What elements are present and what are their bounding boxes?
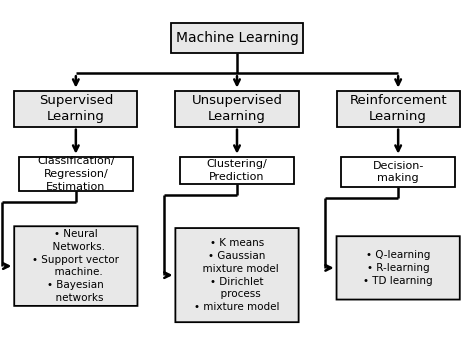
Text: Decision-
making: Decision- making bbox=[373, 161, 424, 183]
FancyBboxPatch shape bbox=[180, 156, 294, 184]
Text: Classification/
Regression/
Estimation: Classification/ Regression/ Estimation bbox=[37, 156, 115, 191]
Text: • Q-learning
• R-learning
• TD learning: • Q-learning • R-learning • TD learning bbox=[364, 250, 433, 286]
FancyBboxPatch shape bbox=[19, 156, 133, 191]
FancyBboxPatch shape bbox=[175, 90, 299, 127]
Text: Unsupervised
Learning: Unsupervised Learning bbox=[191, 94, 283, 123]
FancyBboxPatch shape bbox=[341, 156, 455, 188]
FancyBboxPatch shape bbox=[337, 90, 460, 127]
Text: Supervised
Learning: Supervised Learning bbox=[39, 94, 113, 123]
Text: Machine Learning: Machine Learning bbox=[175, 31, 299, 45]
FancyBboxPatch shape bbox=[337, 236, 460, 300]
FancyBboxPatch shape bbox=[171, 22, 303, 53]
FancyBboxPatch shape bbox=[14, 226, 137, 306]
Text: Clustering/
Prediction: Clustering/ Prediction bbox=[207, 159, 267, 181]
FancyBboxPatch shape bbox=[175, 228, 299, 322]
FancyBboxPatch shape bbox=[14, 90, 137, 127]
Text: • K means
• Gaussian
  mixture model
• Dirichlet
  process
• mixture model: • K means • Gaussian mixture model • Dir… bbox=[194, 238, 280, 312]
Text: Reinforcement
Learning: Reinforcement Learning bbox=[349, 94, 447, 123]
Text: • Neural
  Networks.
• Support vector
  machine.
• Bayesian
  networks: • Neural Networks. • Support vector mach… bbox=[32, 229, 119, 303]
